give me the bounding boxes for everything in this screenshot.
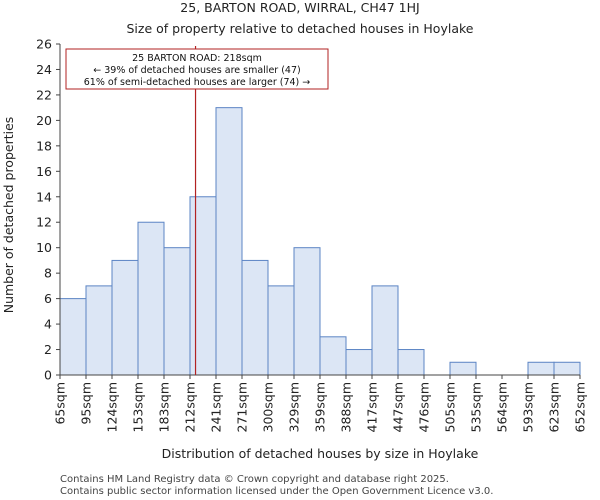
footer-licence: Contains public sector information licen… <box>60 486 493 497</box>
x-tick-label-388sqm: 388sqm <box>339 382 354 432</box>
y-tick-label-2: 2 <box>44 342 52 357</box>
x-tick-label-593sqm: 593sqm <box>521 382 536 432</box>
x-tick-label-447sqm: 447sqm <box>391 382 406 432</box>
y-tick-label-6: 6 <box>44 291 52 306</box>
footer-copyright: Contains HM Land Registry data © Crown c… <box>60 474 449 485</box>
x-tick-label-241sqm: 241sqm <box>209 382 224 432</box>
y-tick-label-22: 22 <box>36 87 52 102</box>
bar-124sqm <box>111 259 139 376</box>
annotation-smaller: ← 39% of detached houses are smaller (47… <box>93 65 300 76</box>
x-tick-label-623sqm: 623sqm <box>547 382 562 432</box>
bar-241sqm <box>215 107 243 376</box>
x-tick-label-124sqm: 124sqm <box>105 382 120 432</box>
y-tick-label-0: 0 <box>44 368 52 383</box>
bar-417sqm <box>371 285 399 376</box>
bar-212sqm <box>189 196 217 376</box>
x-tick-label-65sqm: 65sqm <box>53 382 68 425</box>
y-tick-label-16: 16 <box>36 164 52 179</box>
y-tick-label-24: 24 <box>36 62 52 77</box>
x-tick-label-535sqm: 535sqm <box>469 382 484 432</box>
y-tick-label-20: 20 <box>36 113 52 128</box>
x-tick-label-95sqm: 95sqm <box>79 382 94 425</box>
bar-153sqm <box>137 221 165 376</box>
bar-623sqm <box>553 361 581 376</box>
annotation-title: 25 BARTON ROAD: 218sqm <box>132 53 262 64</box>
y-tick-label-26: 26 <box>36 37 52 52</box>
y-tick-label-18: 18 <box>36 138 52 153</box>
bar-300sqm <box>267 285 295 376</box>
x-tick-label-476sqm: 476sqm <box>417 382 432 432</box>
x-tick-label-300sqm: 300sqm <box>261 382 276 432</box>
bar-388sqm <box>345 349 373 376</box>
annotation-box: 25 BARTON ROAD: 218sqm ← 39% of detached… <box>65 48 329 90</box>
x-tick-label-505sqm: 505sqm <box>443 382 458 432</box>
x-tick-label-564sqm: 564sqm <box>495 382 510 432</box>
bar-271sqm <box>241 259 269 376</box>
x-tick-label-271sqm: 271sqm <box>235 382 250 432</box>
x-tick-label-153sqm: 153sqm <box>131 382 146 432</box>
x-tick-label-652sqm: 652sqm <box>573 382 588 432</box>
bar-505sqm <box>449 361 477 376</box>
bar-95sqm <box>85 285 113 376</box>
y-tick-label-14: 14 <box>36 189 52 204</box>
annotation-border <box>65 48 329 90</box>
chart-title: 25, BARTON ROAD, WIRRAL, CH47 1HJ <box>180 0 419 15</box>
bar-447sqm <box>397 349 425 376</box>
y-tick-label-10: 10 <box>36 240 52 255</box>
annotation-larger: 61% of semi-detached houses are larger (… <box>84 77 311 88</box>
x-tick-label-212sqm: 212sqm <box>183 382 198 432</box>
y-tick-label-12: 12 <box>36 215 52 230</box>
y-axis-title: Number of detached properties <box>1 117 16 314</box>
bar-65sqm <box>59 298 87 376</box>
x-tick-label-359sqm: 359sqm <box>313 382 328 432</box>
x-tick-label-417sqm: 417sqm <box>365 382 380 432</box>
x-axis-title: Distribution of detached houses by size … <box>162 446 479 461</box>
bar-359sqm <box>319 336 347 376</box>
y-tick-label-4: 4 <box>44 317 52 332</box>
x-tick-label-183sqm: 183sqm <box>157 382 172 432</box>
y-tick-label-8: 8 <box>44 266 52 281</box>
bar-183sqm <box>163 247 191 376</box>
x-tick-label-329sqm: 329sqm <box>287 382 302 432</box>
chart-subtitle: Size of property relative to detached ho… <box>127 21 474 36</box>
bar-329sqm <box>293 247 321 376</box>
bar-593sqm <box>527 361 555 376</box>
